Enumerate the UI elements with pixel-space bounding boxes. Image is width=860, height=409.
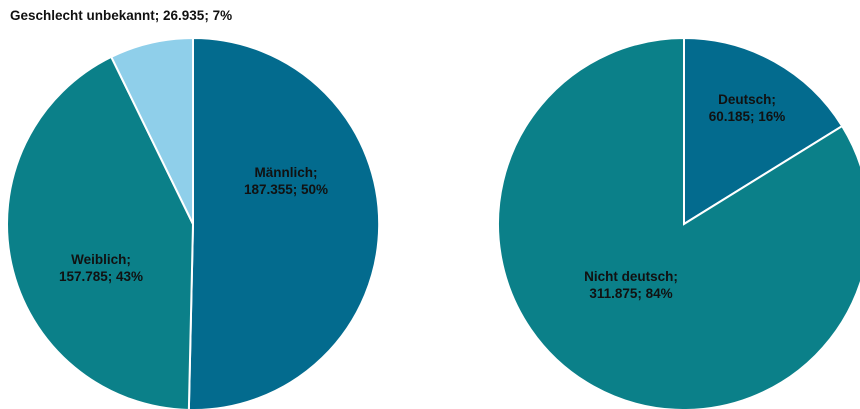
pie-chart-gender: Männlich; 187.355; 50% Weiblich; 157.785; 4… bbox=[6, 8, 381, 409]
slice-label-weiblich: Weiblich; 157.785; 43% bbox=[59, 252, 143, 284]
pie-slice-nicht-deutsch bbox=[497, 36, 860, 409]
slice-label-maennlich: Männlich; 187.355; 50% bbox=[244, 165, 328, 197]
slice-label-deutsch: Deutsch; 60.185; 16% bbox=[709, 92, 786, 124]
pie-chart-nationality: Deutsch; 60.185; 16% Nicht deutsch; 311.875… bbox=[497, 36, 860, 409]
pie-slice-weiblich bbox=[6, 55, 195, 409]
pie-slice-geschlecht-unbekannt bbox=[109, 36, 194, 225]
pie-slice-deutsch bbox=[683, 36, 844, 226]
pie-slice-maennlich bbox=[187, 36, 381, 409]
slice-label-geschlecht-unbekannt: Geschlecht unbekannt; 26.935; 7% bbox=[10, 8, 232, 23]
slice-label-nicht-deutsch: Nicht deutsch; 311.875; 84% bbox=[584, 269, 678, 301]
